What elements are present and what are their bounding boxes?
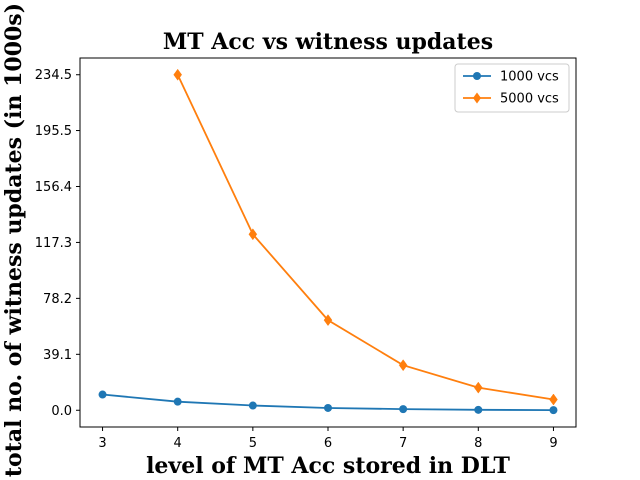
- y-tick-label: 156.4: [35, 180, 72, 195]
- data-point: [98, 390, 107, 399]
- y-tick-label: 0.0: [51, 404, 72, 419]
- data-point: [173, 397, 182, 406]
- y-tick-label: 234.5: [35, 68, 72, 83]
- x-tick-label: 6: [324, 436, 332, 451]
- y-axis-label: total no. of witness updates (in 1000s): [1, 3, 27, 477]
- legend-marker: [473, 92, 481, 104]
- legend-label: 1000 vcs: [500, 70, 559, 85]
- data-point: [398, 359, 408, 372]
- y-tick-label: 117.3: [35, 236, 72, 251]
- data-point: [549, 406, 558, 415]
- data-point: [248, 401, 257, 410]
- x-tick-label: 9: [549, 436, 557, 451]
- x-tick-label: 8: [474, 436, 482, 451]
- y-tick-label: 78.2: [43, 292, 72, 307]
- data-point: [549, 393, 558, 406]
- data-point: [399, 405, 408, 414]
- x-tick-label: 4: [174, 436, 182, 451]
- chart-title: MT Acc vs witness updates: [163, 29, 493, 55]
- data-point: [173, 68, 183, 81]
- axes-frame: [79, 57, 577, 428]
- data-point: [248, 228, 258, 241]
- legend-marker: [473, 72, 481, 80]
- data-point: [473, 381, 483, 394]
- plot-area: 3 4 5 6 7 8 9 0.0 39.1 78.2 117.3 156.4 195.5 234.5 10…: [35, 57, 577, 451]
- x-axis-label: level of MT Acc stored in DLT: [146, 453, 510, 479]
- series-line-1: [176, 74, 554, 401]
- data-point: [324, 403, 332, 412]
- x-tick-label: 3: [98, 436, 106, 451]
- legend-label: 5000 vcs: [500, 92, 559, 107]
- data-point: [323, 314, 333, 327]
- y-tick-label: 195.5: [35, 124, 72, 139]
- x-tick-label: 7: [399, 436, 407, 451]
- data-point: [474, 405, 483, 414]
- x-tick-label: 5: [249, 436, 257, 451]
- y-tick-label: 39.1: [43, 348, 72, 363]
